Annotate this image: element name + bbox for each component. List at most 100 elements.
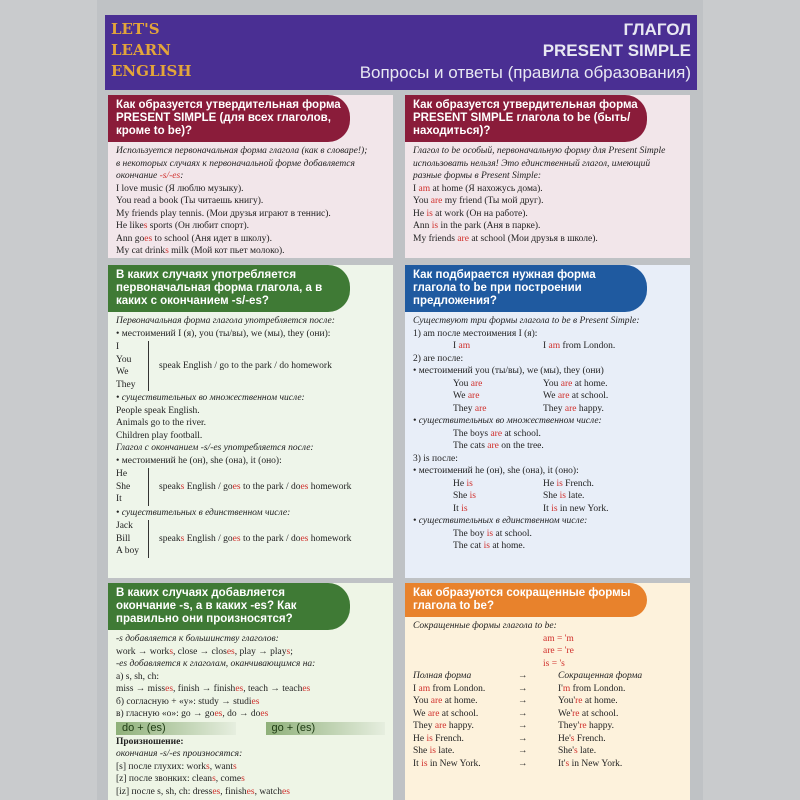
highlight-ending: am bbox=[418, 183, 431, 194]
titles: ГЛАГОЛ PRESENT SIMPLE Вопросы и ответы (… bbox=[360, 19, 691, 85]
example-short: You are bbox=[413, 378, 543, 391]
text-segment: in New York. bbox=[427, 758, 481, 769]
text-line: 2) are после: bbox=[413, 353, 682, 366]
text-segment: English / go bbox=[184, 481, 233, 492]
full-form: He is French. bbox=[413, 733, 518, 746]
text-segment: • местоимений I (я), you (ты/вы), we (мы… bbox=[116, 328, 331, 339]
text-segment: Полная форма bbox=[413, 671, 472, 681]
example-short bbox=[413, 633, 543, 646]
text-segment: French. bbox=[562, 478, 594, 489]
full-form: I am from London. bbox=[413, 683, 518, 696]
highlight-ending: es bbox=[232, 481, 241, 492]
text-segment: , finish → finish bbox=[173, 684, 236, 694]
contraction-row: We are at school. → We're at school. bbox=[413, 708, 682, 721]
text-segment: They bbox=[453, 403, 475, 414]
text-segment: I bbox=[453, 341, 459, 351]
text-segment: from London. bbox=[560, 341, 616, 351]
highlight-ending: s bbox=[286, 646, 291, 657]
highlight-ending: es bbox=[251, 696, 260, 707]
panel-heading: Как образуется утвердительная форма PRES… bbox=[405, 95, 648, 142]
subject: You bbox=[116, 354, 132, 365]
example-short: The cats are on the tree. bbox=[413, 440, 544, 453]
text-line: Animals go to the river. bbox=[116, 417, 385, 430]
text-segment: Animals go to the river. bbox=[116, 418, 206, 428]
full-form: They are happy. bbox=[413, 720, 518, 733]
contraction-row: They are happy. → They're happy. bbox=[413, 720, 682, 733]
highlight-ending: -s/-es bbox=[159, 171, 181, 181]
highlight-ending: is bbox=[486, 528, 494, 539]
short-form: I'm from London. bbox=[558, 683, 625, 696]
highlight-ending: s bbox=[165, 246, 169, 256]
text-segment: My friends play tennis. (Мои друзья игра… bbox=[116, 208, 331, 219]
example-pair: The cats are on the tree. bbox=[413, 440, 682, 453]
example-pair: I am I am from London. bbox=[413, 340, 682, 353]
text-segment: He bbox=[453, 478, 467, 489]
example-short bbox=[413, 645, 543, 658]
example-short: The cat is at home. bbox=[413, 540, 543, 553]
example-sentence: We are at school. bbox=[543, 390, 608, 403]
text-segment: 1) am после местоимения I (я): bbox=[413, 328, 538, 339]
highlight-ending: re bbox=[572, 708, 580, 719]
highlight-ending: s bbox=[169, 646, 174, 657]
text-segment: late. bbox=[435, 746, 455, 756]
text-segment: She bbox=[413, 746, 430, 756]
text-line: окончание -s/-es: bbox=[116, 170, 385, 183]
text-segment: at school. bbox=[439, 708, 479, 719]
logo-line: ENGLISH bbox=[111, 62, 192, 80]
example-pair: are = 're bbox=[413, 645, 682, 658]
highlight-ending: am bbox=[458, 341, 471, 351]
highlight-ending: s bbox=[180, 533, 185, 544]
highlight-ending: is = 's bbox=[543, 658, 565, 669]
text-segment: → bbox=[518, 746, 528, 756]
text-line: -s добавляется к большинству глаголов: bbox=[116, 633, 385, 646]
text-segment: They bbox=[413, 721, 435, 731]
full-form: Полная форма bbox=[413, 670, 518, 683]
example-pair: We are We are at school. bbox=[413, 390, 682, 403]
example-short: We are bbox=[413, 390, 543, 403]
text-line: • существительных во множественном числе… bbox=[116, 392, 385, 405]
highlight-ending: am = 'm bbox=[543, 633, 574, 644]
topic: Вопросы и ответы (правила образования) bbox=[359, 63, 691, 82]
text-segment: Children play football. bbox=[116, 430, 203, 441]
highlight-ending: are bbox=[474, 403, 487, 414]
contraction-row: You are at home. → You're at home. bbox=[413, 695, 682, 708]
contraction-row: I am from London. → I'm from London. bbox=[413, 683, 682, 696]
highlight-ending: es bbox=[300, 533, 309, 544]
text-line: I love music (Я люблю музыку). bbox=[116, 183, 385, 196]
highlight-ending: es bbox=[282, 786, 290, 797]
text-segment: English / go bbox=[184, 533, 233, 544]
text-line: а) s, sh, ch: bbox=[116, 671, 385, 684]
text-segment: We' bbox=[558, 708, 573, 719]
example-sentence: It is in new York. bbox=[543, 503, 608, 516]
text-segment: • местоимений you (ты/вы), we (мы), they… bbox=[413, 366, 604, 376]
text-segment: You bbox=[543, 378, 561, 389]
subject: It bbox=[116, 494, 122, 504]
text-segment: happy. bbox=[446, 721, 474, 731]
text-line: -es добавляется к глаголам, оканчивающим… bbox=[116, 658, 385, 671]
highlight-ending: are bbox=[560, 378, 573, 389]
example-pair: am = 'm bbox=[413, 633, 682, 646]
text-segment: in New York. bbox=[569, 758, 623, 769]
panel-body: Глагол to be особый, первоначальную форм… bbox=[405, 142, 690, 245]
text-segment: You' bbox=[558, 696, 576, 706]
text-segment: homework bbox=[308, 481, 352, 492]
text-segment: from London. bbox=[570, 683, 626, 694]
highlight-ending: es bbox=[235, 684, 244, 694]
text-line: 1) am после местоимения I (я): bbox=[413, 328, 682, 341]
highlight-ending: is bbox=[469, 491, 476, 501]
contraction-row: She is late. → She's late. bbox=[413, 745, 682, 758]
panel-to-be-choice: Как подбирается нужная форма глагола to … bbox=[405, 265, 690, 578]
text-segment: , finish bbox=[220, 786, 247, 797]
highlight-ending: am bbox=[548, 341, 561, 351]
ending-bar: do + (es) bbox=[116, 721, 236, 735]
text-segment: [iz] после s, sh, ch: dress bbox=[116, 786, 213, 797]
text-segment: 3) is после: bbox=[413, 453, 458, 464]
text-segment: The boy bbox=[453, 528, 487, 539]
text-segment: I love music (Я люблю музыку). bbox=[116, 183, 244, 194]
text-segment: -es добавляется к глаголам, оканчивающим… bbox=[116, 659, 316, 669]
subject-group: Jack Bill A boy speaks English / goes to th… bbox=[116, 520, 385, 558]
text-segment: Первоначальная форма глагола употребляет… bbox=[116, 316, 335, 326]
highlight-ending: es bbox=[226, 646, 235, 657]
text-line: You read a book (Ты читаешь книгу). bbox=[116, 195, 385, 208]
short-form: It's in New York. bbox=[558, 758, 622, 771]
